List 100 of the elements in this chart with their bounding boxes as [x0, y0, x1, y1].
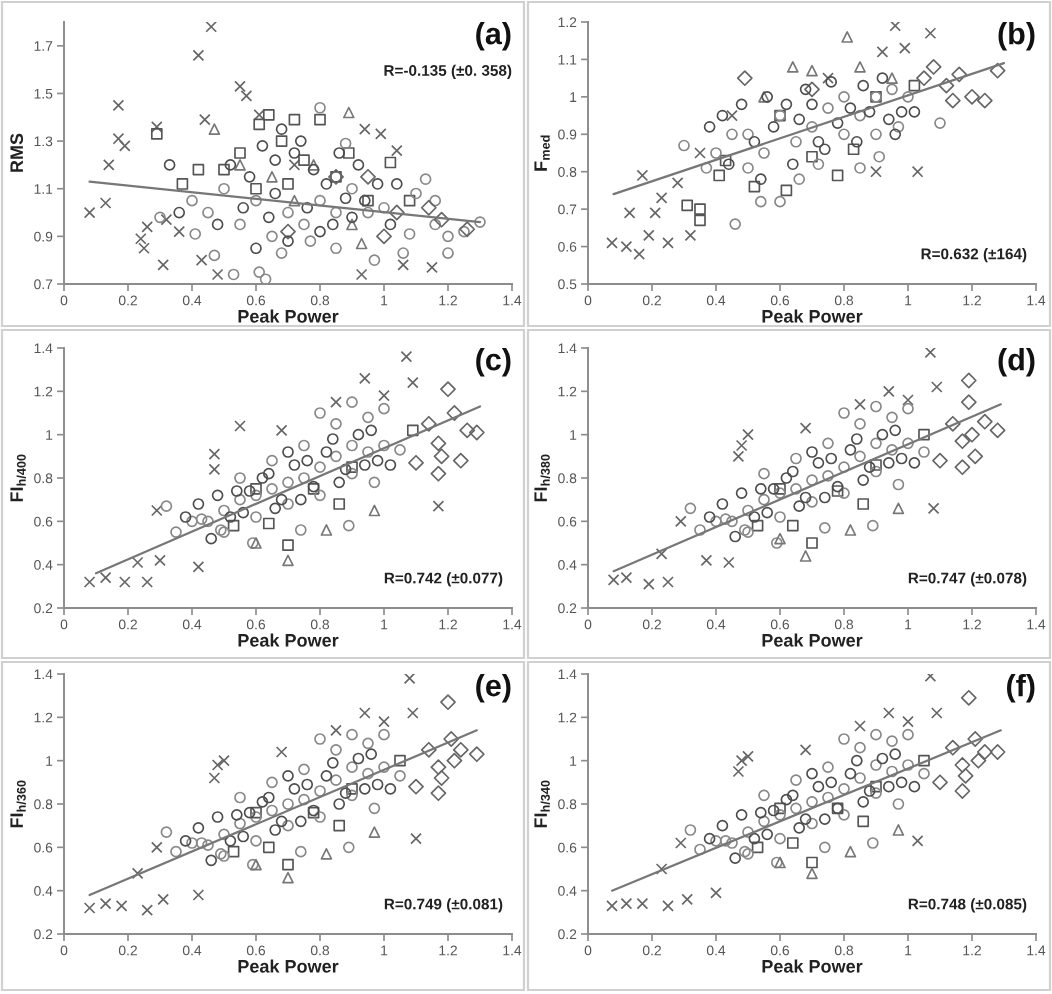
point: [662, 236, 674, 249]
point: [662, 576, 674, 588]
point: [262, 517, 275, 530]
point: [674, 837, 687, 849]
point: [606, 236, 618, 249]
point: [368, 826, 381, 839]
point: [227, 519, 240, 532]
point: [930, 707, 943, 719]
point: [806, 856, 818, 869]
point: [355, 268, 368, 281]
point: [282, 871, 294, 884]
point: [857, 498, 870, 510]
point: [799, 422, 812, 435]
point: [786, 61, 799, 73]
point: [898, 42, 911, 55]
point: [400, 350, 413, 363]
point: [918, 428, 930, 441]
point: [655, 863, 668, 875]
point: [694, 147, 706, 159]
point: [250, 482, 262, 495]
annotation: (b): [998, 22, 1035, 51]
point: [902, 715, 914, 728]
point: [358, 707, 371, 719]
point: [360, 168, 376, 185]
point: [157, 893, 170, 906]
point: [280, 223, 296, 240]
point: [227, 845, 240, 858]
point: [886, 72, 898, 84]
point: [83, 206, 96, 219]
point: [426, 261, 438, 274]
point: [118, 576, 131, 588]
point: [282, 858, 294, 871]
point: [358, 123, 371, 136]
point: [141, 904, 154, 917]
point: [397, 259, 410, 271]
point: [282, 539, 294, 552]
point: [173, 225, 186, 238]
point: [799, 743, 812, 756]
point: [131, 556, 144, 569]
point: [655, 547, 668, 560]
point: [924, 348, 937, 359]
point: [208, 123, 221, 136]
point: [870, 165, 882, 178]
point: [786, 519, 799, 532]
point: [157, 259, 170, 271]
point: [406, 707, 419, 719]
point: [892, 502, 905, 515]
point: [330, 724, 342, 737]
point: [83, 576, 96, 588]
point: [841, 31, 854, 43]
point: [208, 772, 221, 784]
point: [118, 140, 131, 152]
point: [751, 841, 764, 854]
point: [234, 80, 246, 93]
point: [160, 213, 173, 226]
point: [195, 254, 208, 267]
point: [99, 571, 112, 584]
point: [924, 27, 937, 40]
point: [288, 159, 301, 171]
point: [211, 268, 224, 281]
point: [882, 385, 895, 398]
point: [102, 159, 115, 171]
point: [671, 177, 684, 189]
point: [751, 519, 764, 532]
point: [662, 899, 674, 912]
point: [806, 537, 818, 549]
point: [307, 159, 320, 171]
point: [131, 867, 144, 880]
point: [346, 461, 358, 474]
point: [633, 248, 646, 260]
point: [892, 824, 905, 836]
point: [218, 754, 230, 767]
point: [433, 211, 450, 228]
y-axis-title: FI$_{h/340}$: [534, 780, 550, 828]
point: [930, 381, 943, 393]
point: [649, 207, 662, 219]
point: [141, 576, 154, 588]
point: [902, 394, 914, 406]
point: [735, 439, 748, 452]
point: [192, 560, 205, 573]
point: [253, 109, 266, 121]
annotation: (f): [1007, 674, 1035, 703]
point: [774, 802, 786, 815]
point: [655, 192, 668, 204]
point: [882, 707, 895, 719]
point: [870, 459, 882, 471]
point: [459, 221, 476, 238]
point: [150, 120, 163, 133]
point: [911, 834, 924, 847]
point: [320, 847, 333, 860]
point: [355, 237, 368, 250]
point: [857, 815, 870, 828]
point: [83, 902, 96, 914]
annotation: (c): [476, 348, 511, 377]
annotation: (e): [476, 674, 511, 703]
y-axis-title: F$_{med}$: [534, 135, 550, 171]
point: [889, 22, 902, 32]
point: [378, 715, 390, 728]
point: [854, 398, 866, 411]
point: [192, 889, 205, 901]
